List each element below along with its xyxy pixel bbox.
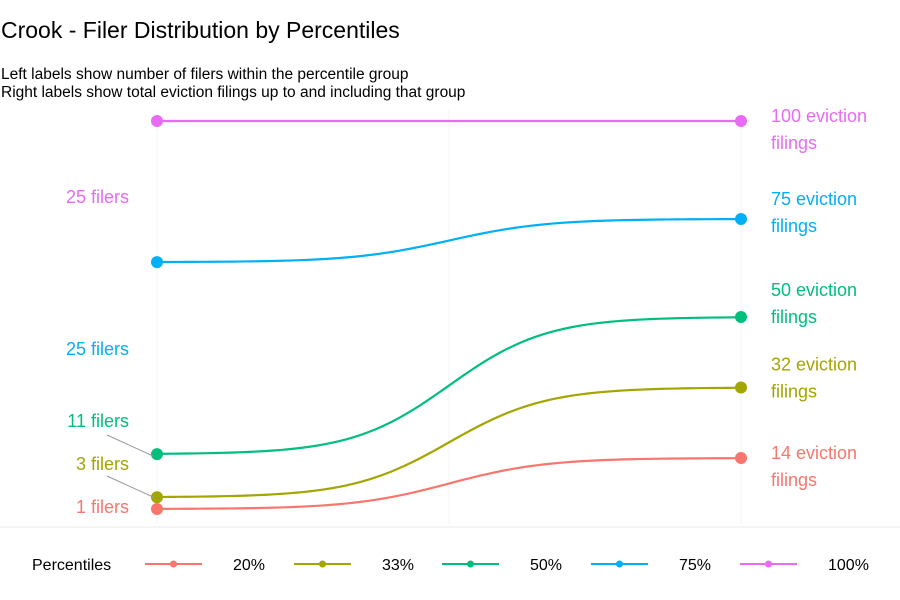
series-75pct-start-point xyxy=(151,256,163,269)
legend-item-100pct-key-point xyxy=(765,560,772,568)
series-group: 1 filers 14 eviction filings 3 filers 32 evi… xyxy=(66,106,867,517)
series-20pct-start-point xyxy=(151,503,163,515)
series-100pct-end-point xyxy=(735,115,747,127)
legend-item-75pct: 75% xyxy=(591,557,711,574)
series-50pct-left-label: 11 filers xyxy=(67,411,129,431)
legend-item-50pct-key-point xyxy=(467,560,474,568)
legend-item-50pct: 50% xyxy=(442,557,562,574)
leader-line-50pct xyxy=(106,434,154,457)
series-33pct-start-point xyxy=(151,491,163,504)
legend-item-75pct-label: 75% xyxy=(679,557,711,574)
series-50pct-start-point xyxy=(151,448,163,461)
legend: Percentiles 20% 33% 50% 75% 100% xyxy=(32,557,869,574)
series-20pct-end-point xyxy=(735,452,747,465)
series-100pct-left-label: 25 filers xyxy=(66,187,129,207)
series-100pct-start-point xyxy=(151,115,163,127)
series-50pct-right-label-line-1: 50 eviction xyxy=(771,280,857,300)
series-75pct-right-label: 75 eviction filings xyxy=(771,189,857,236)
legend-item-100pct-label: 100% xyxy=(828,557,869,574)
series-33pct-right-label-line-2: filings xyxy=(771,382,817,402)
series-75pct: 25 filers 75 eviction filings xyxy=(66,189,857,359)
legend-item-20pct-label: 20% xyxy=(233,557,265,574)
subtitle-line-2: Right labels show total eviction filings… xyxy=(1,84,466,101)
legend-item-100pct: 100% xyxy=(740,557,869,574)
series-75pct-right-label-line-1: 75 eviction xyxy=(771,189,857,209)
series-100pct: 25 filers 100 eviction filings xyxy=(66,106,867,207)
legend-item-50pct-label: 50% xyxy=(530,557,562,574)
series-50pct-end-point xyxy=(735,310,747,323)
chart-title: Crook - Filer Distribution by Percentile… xyxy=(1,17,400,43)
series-75pct-right-label-line-2: filings xyxy=(771,216,817,236)
series-33pct-right-label: 32 eviction filings xyxy=(771,355,857,402)
series-75pct-left-label: 25 filers xyxy=(66,339,129,359)
series-33pct-end-point xyxy=(735,381,747,394)
legend-item-33pct: 33% xyxy=(294,557,414,574)
series-50pct-right-label-line-2: filings xyxy=(771,307,817,327)
legend-item-75pct-key-point xyxy=(616,560,623,568)
series-20pct-right-label-line-2: filings xyxy=(771,470,817,490)
chart-subtitle: Left labels show number of filers within… xyxy=(1,66,465,102)
legend-item-33pct-key-point xyxy=(319,560,326,568)
panel-grid xyxy=(156,110,742,525)
series-20pct-right-label-line-1: 14 eviction xyxy=(771,443,857,463)
series-75pct-line xyxy=(156,217,742,264)
series-20pct-right-label: 14 eviction filings xyxy=(771,443,857,490)
series-50pct-line xyxy=(156,316,742,455)
series-100pct-right-label-line-1: 100 eviction xyxy=(771,106,867,126)
leader-line-33pct xyxy=(106,475,154,498)
series-75pct-end-point xyxy=(735,212,747,225)
series-100pct-right-label-line-2: filings xyxy=(771,133,817,153)
series-50pct-right-label: 50 eviction filings xyxy=(771,280,857,327)
series-33pct-left-label: 3 filers xyxy=(76,454,129,474)
legend-title: Percentiles xyxy=(32,557,111,574)
series-20pct: 1 filers 14 eviction filings xyxy=(76,443,857,517)
series-33pct: 3 filers 32 eviction filings xyxy=(76,355,857,504)
legend-item-20pct: 20% xyxy=(145,557,265,574)
series-100pct-right-label: 100 eviction filings xyxy=(771,106,867,153)
legend-item-20pct-key-point xyxy=(170,560,177,568)
subtitle-line-1: Left labels show number of filers within… xyxy=(1,66,409,83)
series-20pct-left-label: 1 filers xyxy=(76,497,129,517)
legend-item-33pct-label: 33% xyxy=(382,557,414,574)
series-33pct-line xyxy=(156,386,742,499)
series-33pct-right-label-line-1: 32 eviction xyxy=(771,355,857,375)
series-50pct: 11 filers 50 eviction filings xyxy=(67,280,857,461)
series-20pct-line xyxy=(156,457,742,510)
